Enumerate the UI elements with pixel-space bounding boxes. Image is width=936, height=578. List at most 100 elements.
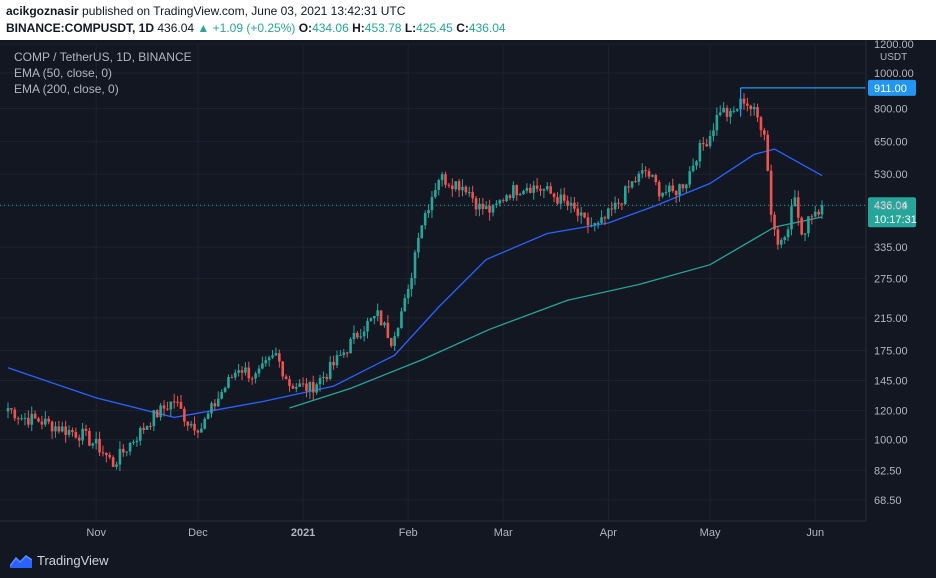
candle [169,401,173,410]
y-tick-label: 335.00 [874,242,908,254]
x-tick-label: Apr [600,527,617,539]
candle [790,206,793,230]
candle [54,426,57,432]
candle [67,430,71,435]
candle [722,107,725,113]
candle [562,194,566,201]
candle [403,298,407,312]
candle [763,130,766,135]
author-name[interactable]: acikgoznasir [6,4,79,18]
candle [630,181,634,188]
candle [305,383,308,391]
candle [244,367,247,373]
candle [94,438,98,444]
candle [607,208,610,219]
candle [118,448,122,465]
candle [13,409,17,419]
ema200-group [289,216,823,409]
candle [223,387,227,392]
candle [681,184,685,189]
candle [508,195,512,199]
candle [186,421,190,426]
candle [176,401,179,403]
candle [311,381,315,393]
candle [111,457,115,467]
candle [108,455,112,458]
legend-ema200[interactable]: EMA (200, close, 0) [14,82,119,96]
candle [783,237,786,240]
candle [437,180,441,190]
level-911-label: 911.00 [874,83,907,95]
price-axis[interactable]: 1200.00 1000.00 800.00 650.00 530.00 435.00 33… [865,40,914,521]
candle [698,142,702,162]
candle [101,452,105,454]
candle [193,423,196,431]
candle [410,278,413,289]
y-tick-label: 120.00 [874,406,908,418]
symbol-name: BINANCE:COMPUSDT, 1D [6,21,155,35]
ema50-group [7,148,823,419]
candle [206,413,210,419]
legend-title: COMP / TetherUS, 1D, BINANCE [14,50,192,64]
candle [440,174,444,181]
footer-brand: TradingView [37,553,109,568]
y-tick-label: 175.00 [874,346,908,358]
x-tick-label: Jun [806,527,824,539]
candle [349,339,352,354]
ema200-line [289,216,823,409]
candle [362,331,366,337]
candle [281,361,285,377]
candle [318,377,322,385]
candle [674,190,678,196]
candle [427,210,430,214]
candle [590,225,593,227]
candle [47,418,50,422]
candle [115,464,118,467]
candle [227,377,230,388]
candle [617,202,620,204]
candle [671,185,675,191]
candle [451,185,454,190]
candle [579,212,583,216]
candle [756,107,759,118]
legend-ema50[interactable]: EMA (50, close, 0) [14,66,113,80]
publish-info: acikgoznasir published on TradingView.co… [6,4,405,18]
price-chart[interactable]: 911.00 436.04 10:17:31 1200.00 1000.00 800.0… [0,40,936,578]
candle [545,186,549,190]
candle [542,189,546,191]
candle [33,413,37,419]
candle [627,186,630,188]
candle [196,430,200,433]
candle [20,418,23,420]
candle [366,320,369,332]
up-arrow-icon: ▲ [197,21,210,35]
candle [233,372,237,378]
candle [142,427,145,430]
candle [325,376,329,379]
candle [10,408,13,410]
candle [484,205,488,210]
close-value: 436.04 [468,21,506,35]
y-tick-label: 435.00 [874,201,908,213]
candle [44,418,47,425]
candle [315,384,318,393]
candle [332,361,335,366]
candle [603,217,607,219]
candle [261,363,264,369]
candle [237,370,240,373]
y-tick-label: 82.50 [874,465,902,477]
high-value: 453.78 [364,21,402,35]
candle [40,421,44,425]
candle [396,328,400,337]
candle [817,211,820,215]
candle [583,212,586,218]
candle [27,417,30,425]
candle [688,171,692,185]
candle [640,170,644,174]
candle [664,192,668,194]
candle [786,229,790,238]
time-axis[interactable]: Nov Dec 2021 Feb Mar Apr May Jun [0,520,866,539]
candle [77,437,81,441]
candle [623,186,627,205]
tradingview-footer[interactable]: TradingView [10,553,109,568]
